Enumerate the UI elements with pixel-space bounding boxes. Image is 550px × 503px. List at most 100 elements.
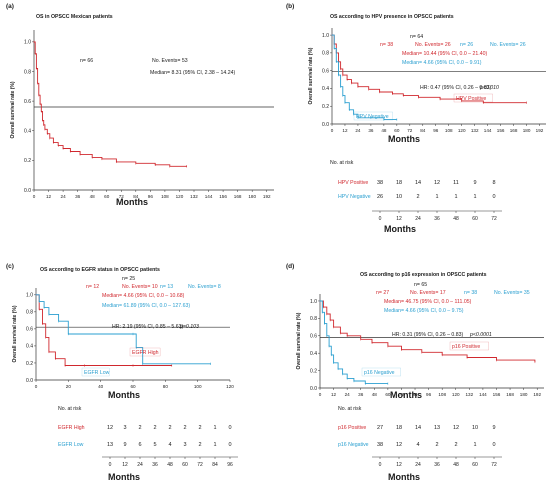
x-tick-label: 156	[219, 194, 227, 199]
annotation: Median= 4.66 (95% CI, 0.0 – 9.91)	[402, 60, 482, 66]
panel-b: (b) OS according to HPV presence in OPSCC…	[286, 3, 546, 234]
y-tick-label: 0.8	[322, 51, 329, 57]
risk-value: 8	[492, 180, 495, 186]
annotation: n= 65	[414, 282, 427, 288]
risk-value: 1	[213, 442, 216, 448]
risk-value: 18	[396, 180, 402, 186]
x-tick-label: 168	[234, 194, 242, 199]
risk-value: 4	[416, 442, 419, 448]
annotation: Median= 61.89 (95% CI, 0.0 – 127.63)	[102, 303, 190, 309]
x-tick-label: 96	[433, 128, 439, 133]
risk-tick-label: 12	[122, 462, 128, 468]
annotation: No. Events= 26	[490, 42, 526, 48]
survival-curve-1	[34, 41, 187, 167]
x-tick-label: 36	[75, 194, 81, 199]
x-tick-label: 132	[465, 392, 473, 397]
y-tick-label: 0.4	[322, 86, 329, 92]
y-tick-label: 0.2	[310, 368, 317, 374]
risk-tick-label: 0	[109, 462, 112, 468]
y-axis-label: Overall survival rate (%)	[10, 81, 16, 138]
risk-table-title: No. at risk	[330, 160, 354, 166]
annotation: No. Events= 35	[494, 290, 530, 296]
series-label: p16 Negative	[364, 370, 395, 376]
y-tick-label: 1.0	[24, 40, 31, 46]
y-tick-label: 0.6	[26, 327, 33, 333]
y-tick-label: 0.0	[322, 122, 329, 128]
risk-value: 2	[153, 425, 156, 431]
risk-value: 10	[396, 194, 402, 200]
risk-value: 0	[492, 442, 495, 448]
risk-tick-label: 72	[491, 462, 497, 468]
x-tick-label: 108	[445, 128, 453, 133]
x-tick-label: 108	[438, 392, 446, 397]
series-label: EGFR Low	[84, 370, 110, 376]
x-axis-label: Months	[108, 390, 140, 400]
y-tick-label: 0.8	[310, 316, 317, 322]
risk-x-label: Months	[108, 472, 140, 482]
x-tick-label: 24	[345, 392, 351, 397]
risk-value: 2	[198, 442, 201, 448]
risk-value: 3	[183, 442, 186, 448]
x-tick-label: 12	[46, 194, 52, 199]
x-tick-label: 0	[33, 194, 36, 199]
risk-value: 2	[416, 194, 419, 200]
x-tick-label: 48	[372, 392, 378, 397]
survival-curve-1	[320, 300, 536, 362]
risk-value: 13	[107, 442, 113, 448]
series-label: EGFR High	[132, 350, 159, 356]
risk-tick-label: 48	[167, 462, 173, 468]
risk-tick-label: 60	[472, 216, 478, 222]
risk-value: 2	[183, 425, 186, 431]
risk-tick-label: 0	[379, 216, 382, 222]
risk-value: 1	[454, 194, 457, 200]
annotation: n= 26	[460, 42, 473, 48]
x-tick-label: 144	[479, 392, 487, 397]
x-tick-label: 0	[331, 128, 334, 133]
risk-value: 2	[454, 442, 457, 448]
y-tick-label: 1.0	[310, 299, 317, 305]
x-tick-label: 96	[148, 194, 154, 199]
x-tick-label: 180	[523, 128, 531, 133]
y-tick-label: 0.4	[26, 344, 33, 350]
annotation: Median= 10.44 (95% CI, 0.0 – 21.40)	[402, 51, 487, 57]
x-tick-label: 192	[536, 128, 544, 133]
x-tick-label: 168	[506, 392, 514, 397]
risk-value: 5	[153, 442, 156, 448]
risk-row-label: p16 Positive	[338, 425, 366, 431]
risk-value: 11	[453, 180, 459, 186]
risk-value: 1	[473, 194, 476, 200]
x-tick-label: 60	[394, 128, 400, 133]
x-tick-label: 144	[205, 194, 213, 199]
x-tick-label: 60	[130, 384, 136, 389]
risk-value: 2	[198, 425, 201, 431]
annotation: n= 13	[160, 284, 173, 290]
risk-tick-label: 0	[379, 462, 382, 468]
x-tick-label: 96	[426, 392, 432, 397]
x-tick-label: 36	[368, 128, 374, 133]
panel-label: (d)	[286, 263, 294, 270]
survival-curve-2	[320, 300, 388, 385]
annotation: No. Events= 10	[122, 284, 158, 290]
risk-tick-label: 48	[453, 216, 459, 222]
annotation: n= 38	[464, 290, 477, 296]
risk-value: 13	[434, 425, 440, 431]
annotation: No. Events= 53	[152, 58, 188, 64]
x-axis-label: Months	[116, 197, 148, 207]
annotation: n= 25	[122, 276, 135, 282]
panel-d: (d) OS according to p16 expression in OPS…	[286, 263, 544, 482]
x-tick-label: 120	[452, 392, 460, 397]
risk-tick-label: 96	[227, 462, 233, 468]
series-label-box	[81, 367, 110, 377]
x-tick-label: 156	[497, 128, 505, 133]
risk-table-title: No. at risk	[58, 406, 82, 412]
series-label: p16 Positive	[452, 344, 480, 350]
risk-row-label: EGFR Low	[58, 442, 84, 448]
risk-row-label: EGFR High	[58, 425, 85, 431]
x-tick-label: 48	[381, 128, 387, 133]
risk-row-label: HPV Negative	[338, 194, 371, 200]
series-label-box	[129, 347, 161, 357]
y-tick-label: 0.0	[26, 378, 33, 384]
x-axis-label: Months	[390, 390, 422, 400]
risk-tick-label: 36	[434, 462, 440, 468]
